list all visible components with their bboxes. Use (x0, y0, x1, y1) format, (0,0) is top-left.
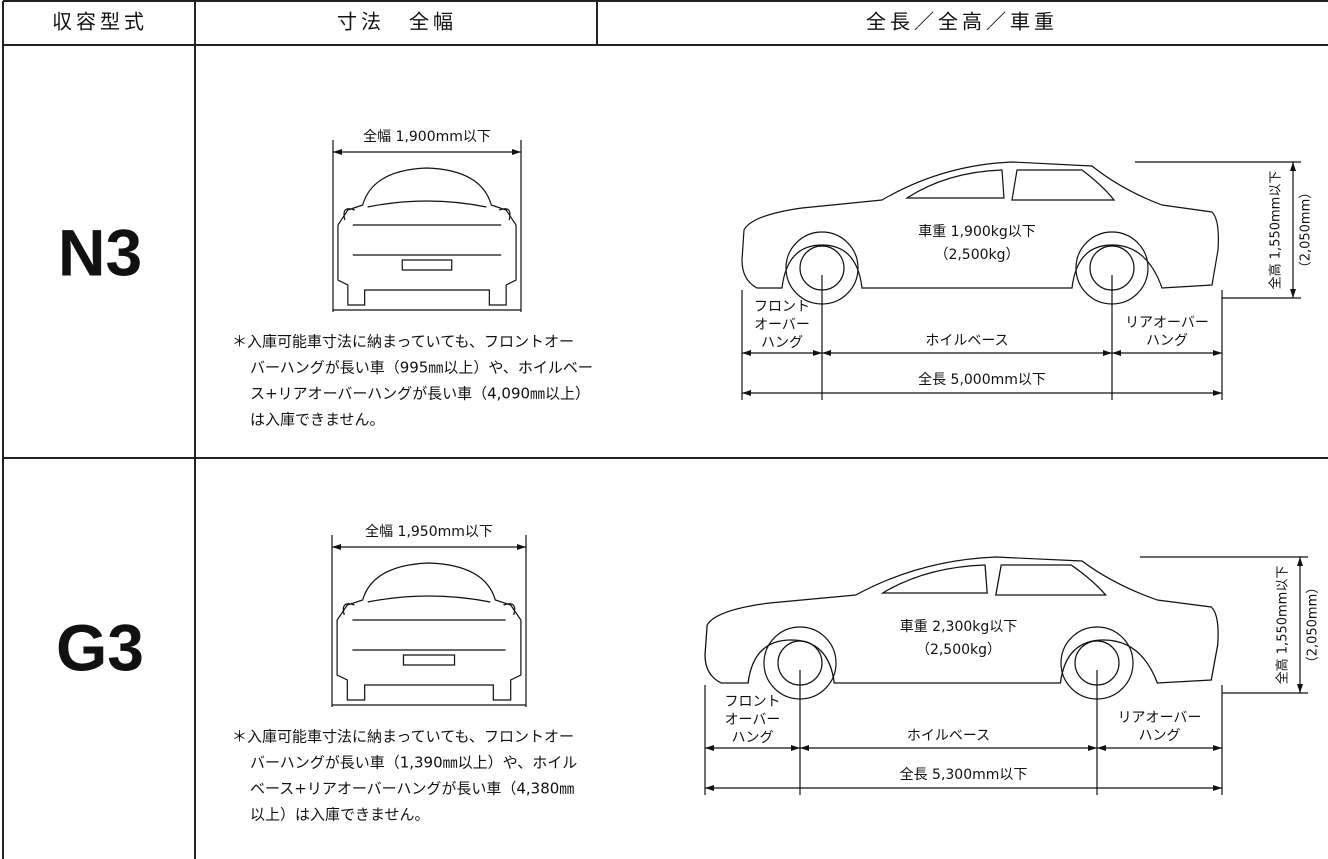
arrow (1213, 785, 1222, 791)
arrow (1103, 350, 1112, 356)
rear-overhang-label: リアオーバー (1118, 710, 1202, 726)
rear-overhang-label: ハング (1146, 333, 1188, 349)
arrow (1297, 684, 1303, 693)
arrow (1112, 350, 1121, 356)
arrow (1290, 289, 1296, 298)
car-outline (741, 161, 1219, 289)
type-label: G3 (56, 610, 144, 684)
arrow (822, 350, 831, 356)
rear-overhang-label: ハング (1139, 728, 1181, 744)
note-line: ＊入庫可能車寸法に納まっていても、フロントオー (232, 728, 574, 746)
front-overhang-label: フロント (754, 299, 810, 315)
arrow (800, 745, 809, 751)
arrow (333, 149, 342, 155)
arrow (705, 745, 714, 751)
length-label: 全長 5,000mm以下 (918, 371, 1046, 388)
type-label: N3 (58, 215, 142, 289)
note-line: バーハングが長い車（995㎜以上）や、ホイルベー (250, 359, 593, 377)
header: 寸法 全幅 (337, 10, 457, 34)
weight-label: 車重 2,300kg以下 (900, 618, 1018, 635)
arrow (1297, 557, 1303, 566)
arrow (332, 544, 341, 550)
front-overhang-label: ハング (761, 335, 803, 351)
front-overhang-label: フロント (725, 694, 781, 710)
front-view-car (333, 167, 521, 311)
height-label: 全高 1,550mm以下 (1268, 171, 1284, 290)
note-line: 以上）は入庫できません。 (250, 806, 430, 824)
arrow (1290, 162, 1296, 171)
note-line: ベース+リアオーバーハングが長い車（4,380㎜ (250, 780, 574, 798)
header: 収容型式 (52, 10, 148, 34)
wheelbase-label: ホイルベース (907, 728, 990, 744)
weight-label: 車重 1,900kg以下 (918, 223, 1036, 240)
car-outline (704, 556, 1219, 684)
side-view-car (741, 161, 1219, 289)
arrow (705, 785, 714, 791)
front-view-car (332, 562, 526, 706)
weight-sub: （2,500kg） (916, 642, 1001, 658)
front-overhang-label: オーバー (725, 712, 781, 728)
arrow (1213, 390, 1222, 396)
arrow (742, 350, 751, 356)
note-line: ＊入庫可能車寸法に納まっていても、フロントオー (232, 333, 574, 351)
note-line: ス+リアオーバーハングが長い車（4,090㎜以上） (250, 385, 590, 403)
length-label: 全長 5,300mm以下 (900, 766, 1028, 783)
arrow (813, 350, 822, 356)
front-overhang-label: ハング (732, 730, 774, 746)
arrow (1213, 745, 1222, 751)
width-label: 全幅 1,950mm以下 (365, 523, 493, 540)
note-line: は入庫できません。 (250, 411, 385, 429)
width-label: 全幅 1,900mm以下 (363, 128, 491, 145)
arrow (1097, 745, 1106, 751)
height-sub: （2,050mm） (1306, 581, 1321, 670)
arrow (742, 390, 751, 396)
side-view-car (704, 556, 1219, 684)
note-line: バーハングが長い車（1,390㎜以上）や、ホイル (250, 754, 577, 772)
weight-sub: （2,500kg） (934, 247, 1019, 263)
front-overhang-label: オーバー (754, 317, 810, 333)
header: 全長／全高／車重 (866, 10, 1058, 34)
height-label: 全高 1,550mm以下 (1275, 566, 1291, 685)
arrow (1213, 350, 1222, 356)
car-outline (336, 562, 522, 701)
rear-overhang-label: リアオーバー (1125, 315, 1209, 331)
arrow (512, 149, 521, 155)
arrow (1088, 745, 1097, 751)
height-sub: （2,050mm） (1299, 186, 1314, 275)
car-outline (337, 167, 517, 306)
arrow (791, 745, 800, 751)
wheelbase-label: ホイルベース (925, 333, 1008, 349)
arrow (517, 544, 526, 550)
